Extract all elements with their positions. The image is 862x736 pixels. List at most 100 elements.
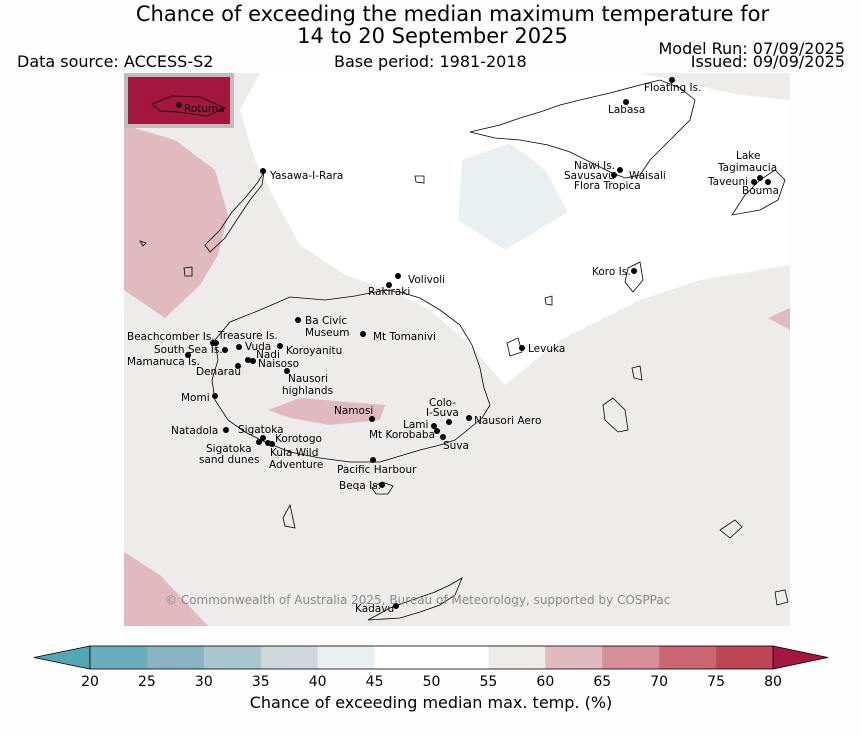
region-50-55 <box>124 73 790 626</box>
colorbar-segment <box>716 646 774 669</box>
marker-bouma <box>765 179 771 185</box>
marker-levuka <box>519 345 525 351</box>
colorbar-tick-label: 30 <box>195 674 213 690</box>
marker-yasawa <box>260 168 266 174</box>
title-line-1: Chance of exceeding the median maximum t… <box>135 2 770 26</box>
marker-mt-korobaba <box>434 428 440 434</box>
marker-nawi <box>617 167 623 173</box>
marker-suva <box>440 434 446 440</box>
colorbar-tick-label: 75 <box>707 674 725 690</box>
marker-kula <box>269 441 275 447</box>
coastlines <box>139 79 789 621</box>
region-60-65-namosi <box>268 398 385 425</box>
label-korotogo: Korotogo <box>275 433 322 445</box>
colorbar-tick-label: 40 <box>309 674 327 690</box>
islet-6 <box>631 365 643 381</box>
colorbar-over-arrow <box>772 645 829 670</box>
marker-sigatoka-dunes <box>256 439 262 445</box>
marker-nausori-aero <box>466 415 472 421</box>
label-south-sea: South Sea Is. <box>154 344 223 356</box>
place-markers <box>185 77 771 609</box>
gau-coast <box>602 397 629 433</box>
colorbar-tick-label: 80 <box>764 674 782 690</box>
model-run: Model Run: 07/09/2025 <box>658 39 846 58</box>
label-vuda: Vuda <box>245 341 271 353</box>
yasawa-coast <box>204 171 265 253</box>
label-highlands: highlands <box>282 385 333 397</box>
label-momi: Momi <box>181 392 210 404</box>
region-60-65-east <box>768 308 790 330</box>
label-kadavu: Kadavu <box>355 603 394 615</box>
label-kula-wild: Kula Wild <box>270 447 318 459</box>
marker-lami <box>431 423 437 429</box>
islet-8 <box>183 266 193 277</box>
label-namosi: Namosi <box>334 405 373 417</box>
marker-natadola <box>223 427 229 433</box>
label-treasure: Treasure Is. <box>217 330 278 342</box>
marker-labasa <box>623 99 629 105</box>
label-natadola: Natadola <box>171 425 218 437</box>
label-savusavu: Savusavu <box>564 170 615 182</box>
marker-naisoso <box>250 358 256 364</box>
colorbar-segment <box>146 646 205 669</box>
label-bouma: Bouma <box>742 185 779 197</box>
colorbar-segment <box>602 646 660 669</box>
marker-koro <box>631 268 637 274</box>
label-flora-tropica: Flora Tropica <box>574 180 641 192</box>
colorbar-segment <box>203 646 262 669</box>
marker-floating-is <box>669 77 675 83</box>
marker-sigatoka <box>260 435 266 441</box>
label-taveuni: Taveuni <box>707 176 748 188</box>
colorbar-tick-label: 35 <box>252 674 270 690</box>
marker-savusavu <box>611 172 617 178</box>
label-suva: Suva <box>443 440 469 452</box>
colorbar-title: Chance of exceeding median max. temp. (%… <box>250 693 613 712</box>
label-colo: Colo- <box>429 397 456 409</box>
colorbar-tick-label: 45 <box>366 674 384 690</box>
marker-momi <box>212 393 218 399</box>
marker-vuda <box>236 344 242 350</box>
marker-taveuni <box>751 179 757 185</box>
islet-7 <box>774 589 789 606</box>
label-koro: Koro Is. <box>592 266 631 278</box>
colorbar-segment <box>317 646 375 669</box>
marker-ba <box>295 317 301 323</box>
label-sand-dunes: sand dunes <box>199 454 259 466</box>
vanua-levu-coast <box>469 79 696 179</box>
islet-2 <box>719 519 743 539</box>
colorbar-under-arrow <box>33 645 91 670</box>
colorbar-segment <box>90 646 148 669</box>
marker-mamanuca <box>185 352 191 358</box>
colorbar-tick-label: 55 <box>480 674 498 690</box>
rotuma-inset: Rotuma <box>124 73 234 128</box>
marker-beqa <box>379 482 385 488</box>
marker-nausori-highlands <box>284 368 290 374</box>
label-denarau: Denarau <box>196 366 241 378</box>
rotuma-label: Rotuma <box>184 103 225 115</box>
label-nausori-aero: Nausori Aero <box>474 415 541 427</box>
label-lake: Lake <box>736 150 760 162</box>
marker-koroyanitu <box>277 343 283 349</box>
colorbar-tick-label: 20 <box>81 674 99 690</box>
marker-rakiraki <box>386 282 392 288</box>
base-period: Base period: 1981-2018 <box>334 52 527 71</box>
label-beachcomber: Beachcomber Is. <box>127 331 215 343</box>
label-waisali: Waisali <box>629 170 666 182</box>
label-nawi: Nawi Is. <box>574 160 615 172</box>
colorbar-tick-label: 60 <box>536 674 554 690</box>
label-yasawa: Yasawa-I-Rara <box>269 170 343 182</box>
marker-kadavu <box>393 603 399 609</box>
colorbar-tick-label: 65 <box>593 674 611 690</box>
colorbar-outline <box>89 645 774 670</box>
label-sigatoka-2: Sigatoka <box>206 443 252 455</box>
label-beqa: Beqa Is. <box>339 480 381 492</box>
marker-denarau <box>235 363 241 369</box>
islet-1 <box>282 503 296 529</box>
rotuma-coast <box>151 95 226 117</box>
label-i-suva: I-Suva <box>426 407 459 419</box>
label-mamanuca: Mamanuca Is. <box>127 356 200 368</box>
marker-colo-i-suva <box>446 419 452 425</box>
issued-date: Issued: 09/09/2025 <box>690 52 845 71</box>
probability-field <box>124 73 790 626</box>
label-volivoli: Volivoli <box>408 274 445 286</box>
